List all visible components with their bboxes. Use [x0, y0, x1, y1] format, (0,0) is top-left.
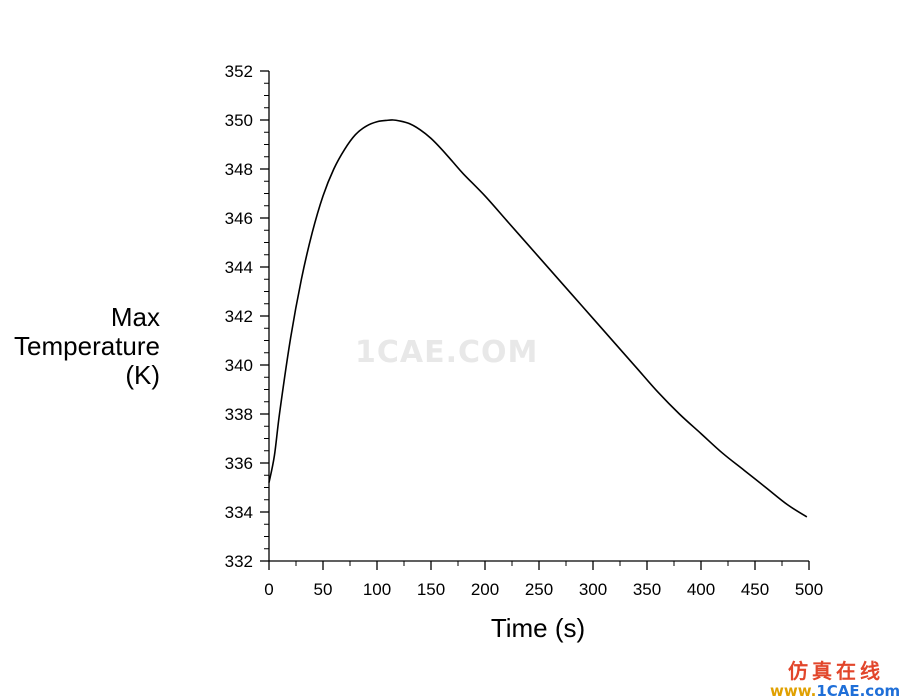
site-logo: 仿真在线 www.1CAE.com [770, 659, 900, 700]
y-axis-title-line-1: Max [111, 302, 160, 332]
watermark-text: 1CAE.COM [355, 335, 538, 370]
y-tick-label: 346 [225, 209, 253, 228]
y-tick-label: 332 [225, 552, 253, 571]
y-tick-label: 342 [225, 307, 253, 326]
x-tick-label: 400 [687, 580, 715, 599]
y-ticks: 332 334 336 338 340 342 344 346 348 350 352 [225, 62, 269, 571]
y-tick-label: 350 [225, 111, 253, 130]
logo-url-text: www.1CAE.com [770, 682, 900, 700]
y-tick-label: 344 [225, 258, 253, 277]
logo-domain: 1CAE.com [816, 682, 900, 700]
y-tick-label: 352 [225, 62, 253, 81]
x-tick-label: 200 [471, 580, 499, 599]
y-tick-label: 348 [225, 160, 253, 179]
x-tick-label: 450 [741, 580, 769, 599]
y-tick-label: 340 [225, 356, 253, 375]
x-tick-label: 150 [417, 580, 445, 599]
y-axis-title-line-2: Temperature [14, 331, 160, 361]
series-group [268, 119, 808, 518]
x-ticks: 0 50 100 150 200 250 300 350 400 450 500 [264, 561, 823, 599]
logo-www: www. [770, 682, 816, 700]
x-tick-label: 300 [579, 580, 607, 599]
series-line [268, 119, 808, 518]
x-tick-label: 350 [633, 580, 661, 599]
x-tick-label: 500 [795, 580, 823, 599]
y-tick-label: 334 [225, 503, 253, 522]
x-tick-label: 100 [363, 580, 391, 599]
axes [268, 71, 809, 562]
x-tick-label: 0 [264, 580, 273, 599]
x-axis-title: Time (s) [491, 613, 585, 643]
y-tick-label: 336 [225, 454, 253, 473]
y-axis-title-line-3: (K) [125, 360, 160, 390]
x-tick-label: 250 [525, 580, 553, 599]
y-tick-label: 338 [225, 405, 253, 424]
logo-chinese-text: 仿真在线 [788, 659, 884, 683]
x-tick-label: 50 [314, 580, 333, 599]
